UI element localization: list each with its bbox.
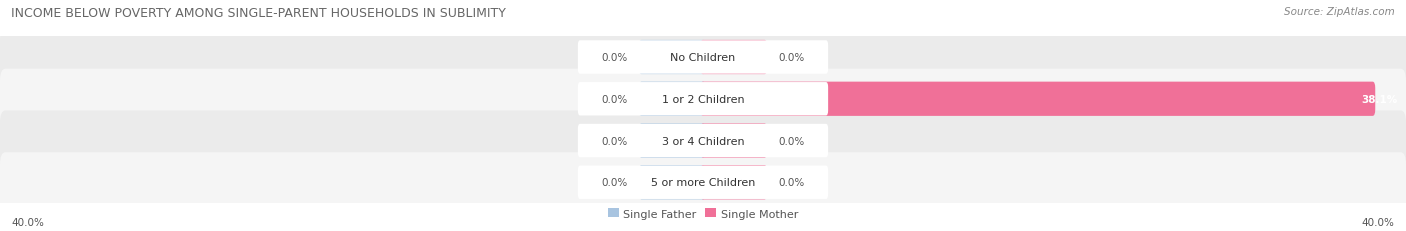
FancyBboxPatch shape (578, 83, 828, 116)
Text: 0.0%: 0.0% (602, 136, 627, 146)
Text: 0.0%: 0.0% (779, 136, 804, 146)
FancyBboxPatch shape (638, 82, 706, 116)
FancyBboxPatch shape (578, 166, 828, 199)
Text: 40.0%: 40.0% (1362, 217, 1395, 227)
Text: 0.0%: 0.0% (602, 177, 627, 188)
Text: 0.0%: 0.0% (602, 53, 627, 63)
Text: 0.0%: 0.0% (602, 94, 627, 104)
FancyBboxPatch shape (700, 165, 768, 200)
FancyBboxPatch shape (700, 124, 768, 158)
FancyBboxPatch shape (638, 165, 706, 200)
Text: 0.0%: 0.0% (779, 53, 804, 63)
Text: No Children: No Children (671, 53, 735, 63)
FancyBboxPatch shape (0, 111, 1406, 171)
FancyBboxPatch shape (578, 124, 828, 158)
FancyBboxPatch shape (578, 41, 828, 74)
FancyBboxPatch shape (0, 28, 1406, 88)
Text: INCOME BELOW POVERTY AMONG SINGLE-PARENT HOUSEHOLDS IN SUBLIMITY: INCOME BELOW POVERTY AMONG SINGLE-PARENT… (11, 7, 506, 20)
FancyBboxPatch shape (638, 41, 706, 75)
FancyBboxPatch shape (700, 41, 768, 75)
FancyBboxPatch shape (0, 152, 1406, 213)
Text: 3 or 4 Children: 3 or 4 Children (662, 136, 744, 146)
Text: 5 or more Children: 5 or more Children (651, 177, 755, 188)
Text: 0.0%: 0.0% (779, 177, 804, 188)
Text: 40.0%: 40.0% (11, 217, 44, 227)
Legend: Single Father, Single Mother: Single Father, Single Mother (603, 204, 803, 223)
Text: 38.1%: 38.1% (1361, 94, 1398, 104)
FancyBboxPatch shape (638, 124, 706, 158)
FancyBboxPatch shape (700, 82, 1375, 116)
Text: Source: ZipAtlas.com: Source: ZipAtlas.com (1284, 7, 1395, 17)
FancyBboxPatch shape (0, 69, 1406, 129)
Text: 1 or 2 Children: 1 or 2 Children (662, 94, 744, 104)
